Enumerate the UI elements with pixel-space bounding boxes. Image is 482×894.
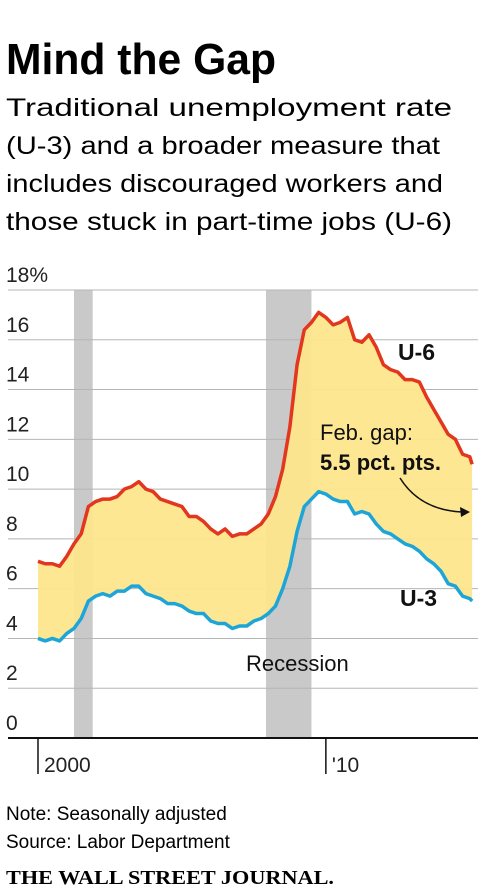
x-tick-label: 2000 [44, 754, 91, 777]
annotation-arrowhead [460, 507, 470, 517]
series-label: U-6 [398, 339, 435, 365]
series-line [37, 310, 474, 569]
y-tick-label: 10 [6, 463, 29, 486]
y-tick-label: 16 [6, 314, 29, 337]
series-line [37, 489, 474, 643]
annotation: 5.5 pct. pts. [320, 450, 441, 475]
gap-area [37, 312, 473, 641]
subtitle: Traditional unemployment rate [6, 94, 452, 122]
note: Note: Seasonally adjusted [6, 804, 227, 825]
recession-band [73, 290, 93, 738]
x-tick-label: '10 [332, 754, 359, 777]
chart-title: Mind the Gap [6, 35, 276, 84]
y-tick-label: 12 [6, 413, 29, 436]
y-tick-label: 18% [6, 264, 48, 287]
y-tick-label: 14 [6, 364, 30, 387]
y-tick-label: 8 [6, 513, 18, 536]
source: Source: Labor Department [6, 832, 231, 853]
y-tick-label: 6 [6, 563, 18, 586]
subtitle: includes discouraged workers and [6, 170, 443, 198]
annotation: Feb. gap: [320, 420, 413, 445]
recession-label: Recession [246, 651, 349, 676]
y-tick-label: 2 [6, 662, 18, 685]
series-label: U-3 [400, 585, 437, 611]
subtitle: those stuck in part-time jobs (U-6) [6, 208, 452, 236]
plot: 0 2 4 6 8 10 12 14 16 18% U-6 U-3 Feb. gap: 5.5 pct. … [6, 264, 478, 777]
y-tick-label: 4 [6, 612, 18, 635]
y-tick-label: 0 [6, 712, 18, 735]
publisher: THE WALL STREET JOURNAL. [6, 867, 334, 889]
subtitle: (U-3) and a broader measure that [6, 132, 440, 160]
annotation-arrow [399, 477, 463, 513]
